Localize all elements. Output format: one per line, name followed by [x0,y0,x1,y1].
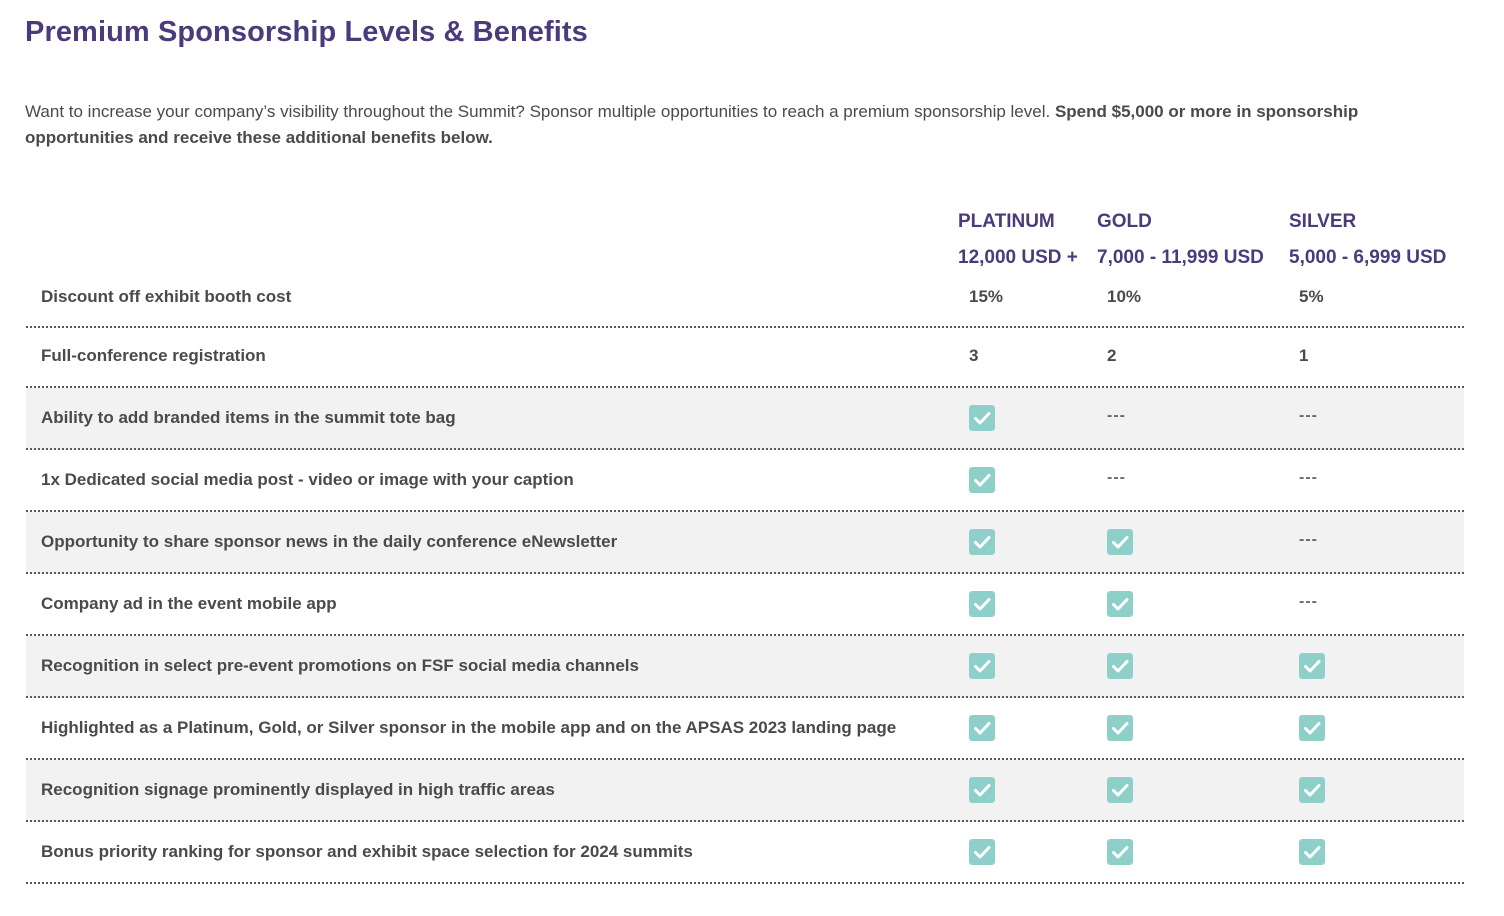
benefit-label: Company ad in the event mobile app [41,594,337,613]
checkbox-checked-icon [1107,839,1133,865]
tier-price: 12,000 USD + [958,247,1078,268]
not-included-dash: --- [1107,469,1126,486]
checkbox-checked-icon [969,839,995,865]
intro-bold-text: Spend $5,000 or more in sponsorship oppo… [25,102,1359,147]
benefit-value: 1 [1299,346,1309,365]
table-row: Bonus priority ranking for sponsor and e… [26,822,1464,884]
benefit-label: Recognition in select pre-event promotio… [41,656,639,675]
checkbox-checked-icon [969,529,995,555]
tier-name: GOLD [1097,211,1152,232]
checkbox-checked-icon [1299,715,1325,741]
table-row: Recognition signage prominently displaye… [26,760,1464,822]
benefit-value: 2 [1107,346,1117,365]
benefit-label: Discount off exhibit booth cost [41,287,292,306]
checkbox-checked-icon [969,715,995,741]
checkbox-checked-icon [969,405,995,431]
tier-name: SILVER [1289,211,1357,232]
benefit-label: Full-conference registration [41,346,266,365]
benefit-label: Ability to add branded items in the summ… [41,408,456,427]
table-row: Opportunity to share sponsor news in the… [26,512,1464,574]
benefit-label: Bonus priority ranking for sponsor and e… [41,842,693,861]
intro-text: Want to increase your company’s visibili… [25,102,1055,121]
benefit-value: 10% [1107,287,1142,306]
intro-paragraph: Want to increase your company’s visibili… [25,99,1465,151]
benefit-label: Recognition signage prominently displaye… [41,780,555,799]
tier-name: PLATINUM [958,211,1055,232]
tier-header-platinum: PLATINUM 12,000 USD + [958,204,1078,276]
not-included-dash: --- [1107,407,1126,424]
tier-header-silver: SILVER 5,000 - 6,999 USD [1289,204,1446,276]
benefit-value: 15% [969,287,1004,306]
table-row: Ability to add branded items in the summ… [26,388,1464,450]
table-row: Recognition in select pre-event promotio… [26,636,1464,698]
table-row: Discount off exhibit booth cost 15% 10% 5% [26,270,1464,328]
benefit-value: 3 [969,346,979,365]
checkbox-checked-icon [969,777,995,803]
page-title: Premium Sponsorship Levels & Benefits [25,16,588,48]
checkbox-checked-icon [969,467,995,493]
not-included-dash: --- [1299,407,1318,424]
not-included-dash: --- [1299,469,1318,486]
table-row: Full-conference registration 3 2 1 [26,328,1464,388]
benefits-table: Discount off exhibit booth cost 15% 10% 5% F… [26,270,1464,884]
tier-price: 5,000 - 6,999 USD [1289,247,1447,268]
table-row: Company ad in the event mobile app --- [26,574,1464,636]
checkbox-checked-icon [1107,777,1133,803]
tier-price: 7,000 - 11,999 USD [1097,247,1264,268]
checkbox-checked-icon [1107,715,1133,741]
benefit-value: 5% [1299,287,1324,306]
checkbox-checked-icon [1299,839,1325,865]
checkbox-checked-icon [969,591,995,617]
table-row: Highlighted as a Platinum, Gold, or Silv… [26,698,1464,760]
benefit-label: Opportunity to share sponsor news in the… [41,532,618,551]
checkbox-checked-icon [1107,529,1133,555]
checkbox-checked-icon [1107,591,1133,617]
checkbox-checked-icon [969,653,995,679]
table-row: 1x Dedicated social media post - video o… [26,450,1464,512]
benefit-label: Highlighted as a Platinum, Gold, or Silv… [41,718,897,737]
checkbox-checked-icon [1107,653,1133,679]
checkbox-checked-icon [1299,777,1325,803]
not-included-dash: --- [1299,531,1318,548]
benefit-label: 1x Dedicated social media post - video o… [41,470,574,489]
tier-header-gold: GOLD 7,000 - 11,999 USD [1097,204,1264,276]
checkbox-checked-icon [1299,653,1325,679]
not-included-dash: --- [1299,593,1318,610]
